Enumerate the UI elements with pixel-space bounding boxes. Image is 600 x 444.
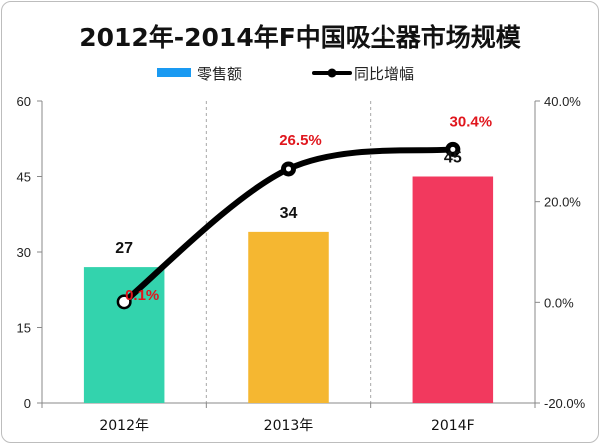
x-tick-label: 2013年: [264, 418, 314, 434]
legend-swatch-retail-sales: [157, 68, 191, 77]
bar-value-label: 34: [280, 205, 298, 222]
left-tick-label: 30: [17, 245, 31, 260]
growth-point-inner: [119, 296, 130, 307]
legend: 零售额 同比增幅: [157, 65, 414, 83]
legend-swatch-growth-marker: [327, 68, 337, 78]
x-tick-label: 2012年: [99, 418, 149, 434]
right-tick-label: 40.0%: [544, 94, 581, 109]
bar-2: [248, 231, 329, 403]
legend-label-growth: 同比增幅: [354, 65, 414, 83]
left-tick-label: 45: [17, 170, 31, 185]
bar-value-label: 45: [444, 150, 462, 167]
bar-1: [83, 267, 165, 403]
left-tick-label: 0: [24, 396, 31, 411]
right-tick-label: 0.0%: [544, 295, 574, 310]
left-tick-label: 15: [17, 321, 31, 336]
legend-label-retail-sales: 零售额: [197, 65, 242, 83]
left-tick-label: 60: [17, 94, 31, 109]
chart-title: 2012年-2014年F中国吸尘器市场规模: [79, 23, 522, 52]
right-tick-label: -20.0%: [544, 396, 586, 411]
growth-value-label: 0.1%: [125, 287, 159, 304]
bar-value-label: 27: [115, 240, 133, 257]
growth-value-label: 26.5%: [279, 132, 322, 149]
bars: [83, 176, 494, 403]
growth-point-center: [450, 146, 456, 152]
data-labels: 27 34 45 0.1% 26.5% 30.4%: [115, 113, 492, 304]
growth-line: [116, 141, 461, 310]
bar-3: [412, 176, 494, 403]
growth-value-label: 30.4%: [450, 113, 493, 130]
x-tick-label: 2014F: [431, 418, 475, 434]
right-tick-label: 20.0%: [544, 195, 581, 210]
growth-point-center: [286, 166, 291, 172]
